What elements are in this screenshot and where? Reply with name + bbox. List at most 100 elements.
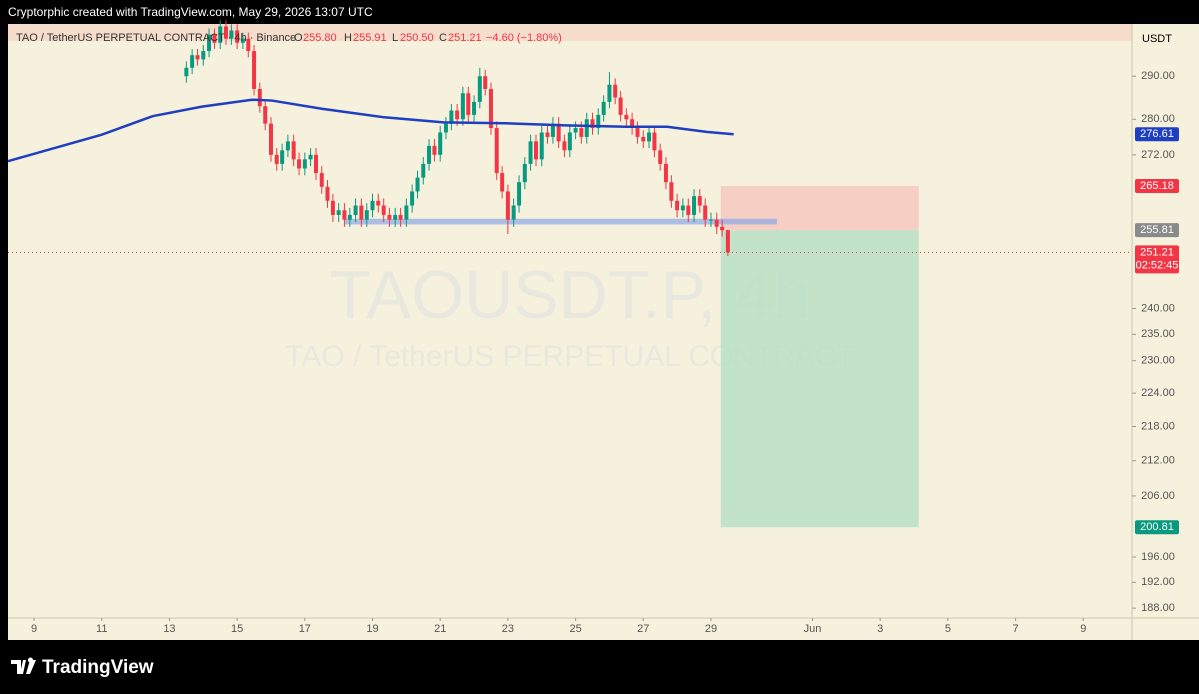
candle-body [573, 128, 578, 133]
candle-body [359, 205, 364, 220]
y-tick-label: 230.00 [1141, 355, 1175, 367]
candle-body [669, 182, 674, 201]
candle-body [285, 141, 290, 151]
target-tag-bg [1135, 520, 1179, 535]
countdown: 02:52:45 [1136, 259, 1179, 271]
candle-body [692, 196, 697, 215]
x-tick-label: 13 [163, 623, 175, 635]
candle-body [393, 214, 398, 220]
candle-body [680, 205, 685, 211]
candle-body [584, 119, 589, 137]
candle-body [347, 214, 352, 220]
candle-body [708, 219, 713, 221]
candle-body [274, 154, 279, 164]
candle-body [483, 76, 488, 89]
candle-body [635, 128, 640, 137]
entry-tag: 255.81 [1140, 224, 1174, 236]
x-tick-label: 19 [366, 623, 378, 635]
candle-body [235, 30, 240, 43]
candle-body [641, 136, 646, 142]
x-tick-label: 3 [877, 623, 883, 635]
candle-body [460, 93, 465, 120]
x-tick-label: 9 [1080, 623, 1086, 635]
x-tick-label: 23 [502, 623, 514, 635]
candle-body [190, 55, 195, 68]
candle-body [195, 55, 200, 60]
x-tick-label: 25 [569, 623, 581, 635]
ma-tag-bg [1135, 127, 1179, 142]
y-tick-label: 290.00 [1141, 70, 1175, 82]
candle-body [579, 128, 584, 137]
candle-body [342, 210, 347, 220]
x-tick-label: 29 [705, 623, 717, 635]
candle-body [297, 159, 302, 169]
candle-body [308, 154, 313, 160]
candle-body [528, 141, 533, 164]
y-tick-label: 240.00 [1141, 302, 1175, 314]
candle-body [663, 163, 668, 183]
x-tick-label: Jun [804, 623, 822, 635]
candle-body [353, 205, 358, 215]
candle-body [511, 205, 516, 220]
y-tick-label: 188.00 [1141, 602, 1175, 614]
candle-body [703, 205, 708, 220]
candle-body [500, 173, 505, 192]
candle-body [618, 97, 623, 115]
legend-h-label: H [344, 32, 352, 44]
candle-body [268, 123, 273, 155]
y-tick-label: 206.00 [1141, 490, 1175, 502]
candle-body [184, 67, 189, 77]
candle-body [550, 123, 555, 137]
candle-body [415, 177, 420, 192]
stop-tag: 265.18 [1140, 180, 1174, 192]
legend-h: 255.91 [353, 32, 387, 44]
candle-body [697, 196, 702, 206]
legend-change: −4.60 (−1.80%) [486, 32, 562, 44]
brand-icon [11, 657, 36, 674]
currency: USDT [1142, 33, 1172, 45]
candle-body [686, 205, 691, 215]
brand: TradingView [11, 657, 154, 678]
stop-tag-bg [1135, 179, 1179, 194]
legend-o-label: O [294, 32, 303, 44]
y-tick-label: 224.00 [1141, 387, 1175, 399]
candle-body [539, 132, 544, 160]
candle-body [443, 123, 448, 133]
candle-body [652, 132, 657, 151]
candle-body [455, 110, 460, 120]
candle-body [720, 226, 725, 231]
y-tick-label: 280.00 [1141, 113, 1175, 125]
candle-body [201, 51, 206, 60]
candle-body [505, 191, 510, 220]
candle-body [522, 163, 527, 183]
candle-body [647, 132, 652, 142]
y-tick-label: 212.00 [1141, 455, 1175, 467]
candle-body [218, 26, 223, 43]
candle-body [387, 214, 392, 220]
candle-body [410, 191, 415, 206]
candle-body [449, 110, 454, 124]
candle-body [381, 205, 386, 215]
candle-body [252, 51, 257, 89]
target-zone [720, 230, 919, 528]
candle-body [302, 159, 307, 169]
candle-body [257, 88, 262, 107]
candle-body [212, 34, 217, 43]
candle-body [291, 141, 296, 160]
candle-body [533, 141, 538, 160]
candle-body [240, 38, 245, 43]
candle-body [325, 186, 330, 201]
candle-body [263, 106, 268, 124]
ma-tag: 276.61 [1140, 128, 1174, 140]
y-tick-label: 218.00 [1141, 420, 1175, 432]
candle-body [477, 76, 482, 102]
candle-body [466, 93, 471, 115]
candle-body [624, 114, 629, 120]
candle-body [404, 205, 409, 220]
candle-body [370, 200, 375, 211]
candle-body [398, 214, 403, 220]
legend-l: 250.50 [400, 32, 434, 44]
x-tick-label: 27 [637, 623, 649, 635]
candle-body [562, 141, 567, 151]
